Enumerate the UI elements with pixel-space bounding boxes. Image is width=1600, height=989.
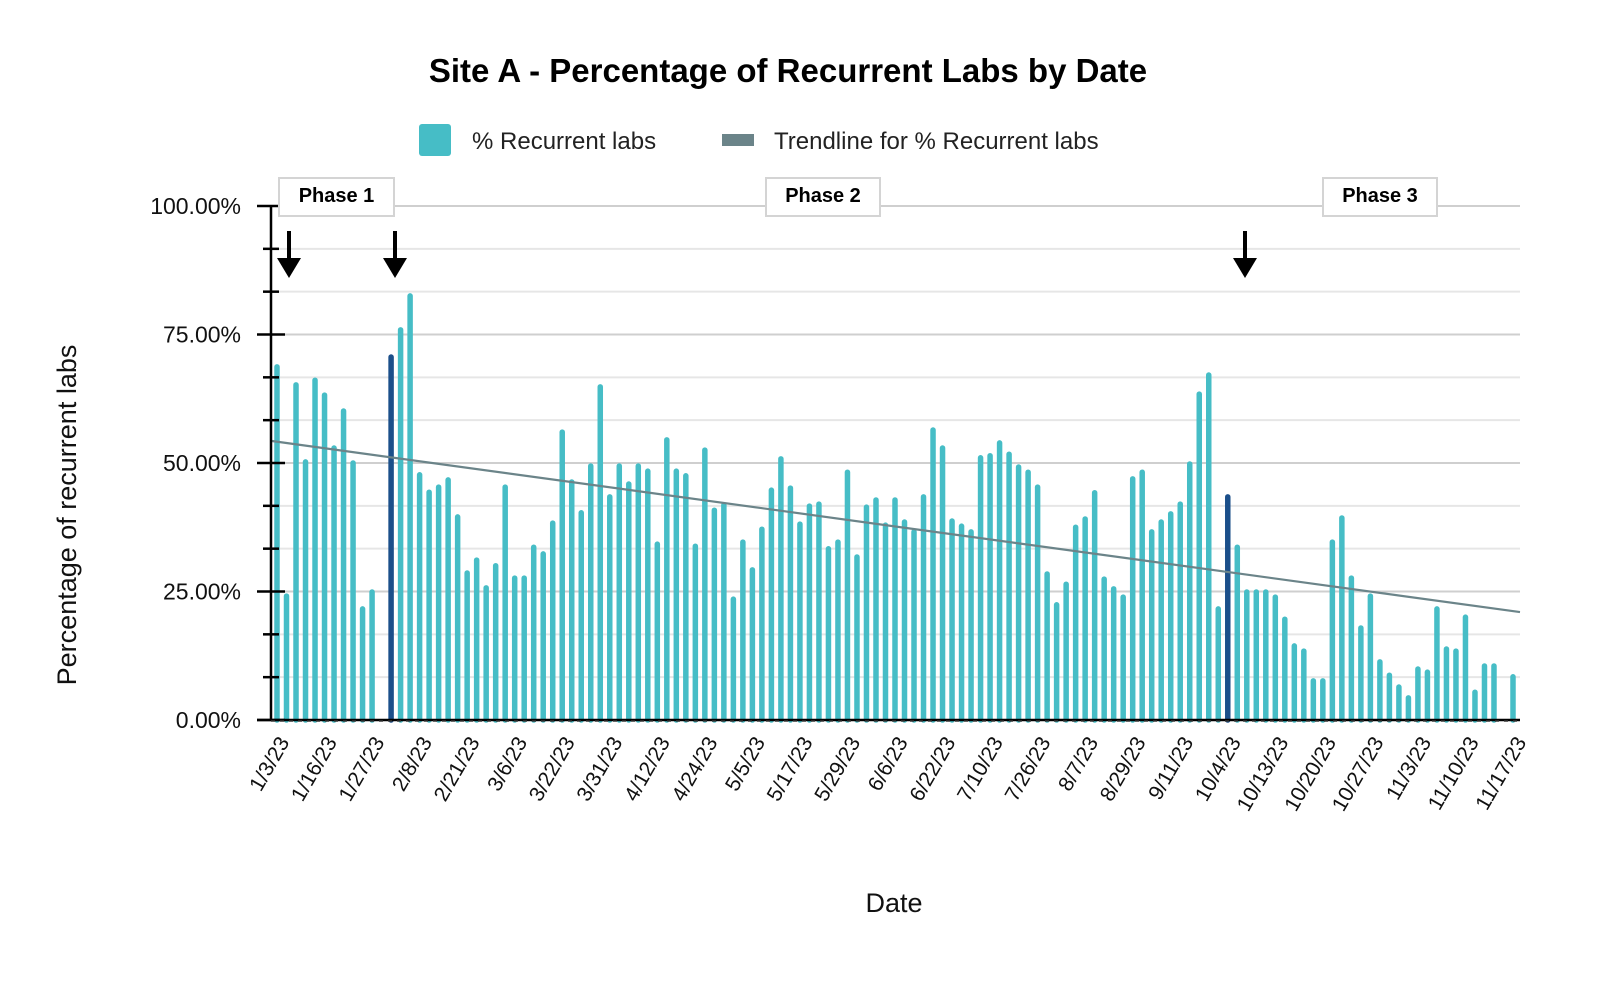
trendline [270,439,1521,614]
y-tick-label: 50.00% [163,450,241,476]
y-tick-label: 0.00% [176,707,241,733]
phase-annotations: Phase 1 Phase 2 Phase 3 [278,177,1438,217]
phase-label: Phase 1 [299,185,375,207]
x-tick-label: 8/29/23 [1096,733,1151,805]
down-arrow-head-icon [1233,258,1257,278]
x-tick-label: 3/6/23 [483,733,532,795]
phase-label: Phase 3 [1342,185,1418,207]
x-tick-label: 2/21/23 [430,733,485,805]
y-tick-labels: 0.00% 25.00% 50.00% 75.00% 100.00% [150,193,241,733]
x-tick-label: 5/5/23 [721,733,770,795]
trendline-group [270,439,1521,614]
x-tick-label: 6/6/23 [864,733,913,795]
x-tick-label: 7/10/23 [953,733,1008,805]
y-tick-label: 25.00% [163,579,241,605]
x-tick-label: 8/7/23 [1054,733,1103,795]
x-tick-label: 5/29/23 [810,733,865,805]
x-tick-label: 1/16/23 [287,733,342,805]
legend-swatch-bars [419,124,451,156]
arrow-markers [277,231,1257,278]
x-tick-label: 2/8/23 [388,733,437,795]
legend-label-bars: % Recurrent labs [472,128,656,155]
legend-swatch-trendline [722,134,754,146]
x-tick-label: 1/3/23 [245,733,294,795]
phase-label: Phase 2 [785,185,861,207]
x-tick-label: 3/22/23 [525,733,580,805]
x-tick-label: 4/24/23 [668,733,723,805]
x-tick-label: 3/31/23 [572,733,627,805]
down-arrow-head-icon [277,258,301,278]
y-axis-title: Percentage of recurrent labs [52,345,82,686]
axes [257,204,1520,722]
x-tick-label: 7/26/23 [1001,733,1056,805]
x-axis-title: Date [865,888,922,918]
legend: % Recurrent labs Trendline for % Recurre… [419,124,1099,156]
y-tick-label: 100.00% [150,193,241,219]
legend-label-trendline: Trendline for % Recurrent labs [774,128,1099,155]
x-tick-label: 4/12/23 [620,733,675,805]
y-tick-label: 75.00% [163,322,241,348]
phase-box [765,177,881,217]
x-tick-labels: 1/3/231/16/231/27/232/8/232/21/233/6/233… [245,733,1531,815]
bars [274,293,1516,723]
down-arrow-head-icon [383,258,407,278]
x-tick-label: 6/22/23 [905,733,960,805]
x-tick-label: 1/27/23 [335,733,390,805]
x-tick-label: 5/17/23 [763,733,818,805]
chart-title: Site A - Percentage of Recurrent Labs by… [429,52,1147,89]
phase-box [1322,177,1438,217]
phase-box [278,177,395,217]
